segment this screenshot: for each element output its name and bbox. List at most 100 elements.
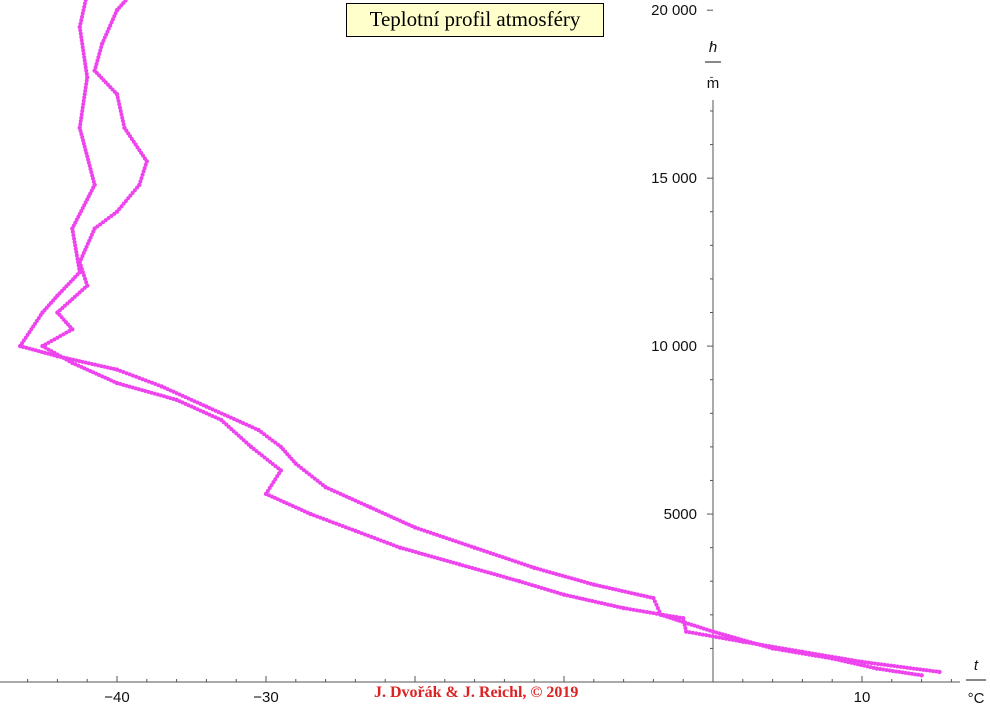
data-point-interp [931,669,936,674]
data-point-interp [884,668,889,673]
data-point-interp [790,649,795,654]
data-point-interp [862,663,867,668]
data-point [77,125,82,130]
data-point-interp [560,573,565,578]
data-point-interp [82,144,87,149]
data-point-interp [494,553,499,558]
data-point-interp [894,669,899,674]
data-point-interp [207,412,212,417]
data-point-interp [86,361,91,366]
data-point-interp [315,478,320,483]
data-point-interp [115,95,120,100]
data-point-interp [554,571,559,576]
x-tick-label: −30 [253,689,278,706]
data-point-interp [353,498,358,503]
data-point-interp [142,166,147,171]
data-point-interp [83,276,88,281]
data-point-interp [84,82,89,87]
data-point-interp [270,461,275,466]
data-point-interp [267,436,272,441]
data-point-interp [629,591,634,596]
data-point-interp [488,550,493,555]
data-point-interp [117,102,122,107]
data-point-interp [865,664,870,669]
data-point-interp [27,346,32,351]
data-point-interp [602,601,607,606]
data-point-interp [36,349,41,354]
data-point-interp [742,638,747,643]
data-point-interp [105,29,110,34]
data-point [651,595,656,601]
data-point-interp [180,400,185,405]
data-point-interp [908,666,913,671]
data-point-interp [816,654,821,659]
data-point-interp [475,546,480,551]
data-point-interp [651,611,656,616]
data-point-interp [118,368,123,373]
data-point-interp [80,45,85,50]
data-point-interp [463,564,468,569]
data-point-interp [195,407,200,412]
data-point-interp [416,526,421,531]
data-point-interp [82,1,87,6]
data-point-interp [94,371,99,376]
data-point-interp [152,391,157,396]
data-point-interp [80,11,85,16]
data-point-interp [648,610,653,615]
data-point-interp [654,611,659,616]
data-point-interp [87,163,92,168]
data-point-interp [863,660,868,665]
data-point-interp [866,660,871,665]
data-point-interp [84,151,89,156]
data-point-interp [143,378,148,383]
data-point-interp [580,596,585,601]
data-point-interp [374,508,379,513]
data-point-interp [723,633,728,638]
data-point-interp [655,606,660,611]
data-point-interp [216,416,221,421]
data-point-interp [132,188,137,193]
data-point-interp [89,232,94,237]
data-point-interp [407,522,412,527]
data-point-interp [356,499,361,504]
data-point-interp [121,201,126,206]
data-point-interp [842,659,847,664]
data-point-interp [579,579,584,584]
data-point-interp [720,632,725,637]
data-point-interp [707,633,712,638]
data-point-interp [140,377,145,382]
data-point-interp [102,35,107,40]
data-point-interp [103,218,108,223]
data-point [55,353,60,359]
data-point-interp [736,636,741,641]
data-point-interp [677,615,682,620]
data-point-interp [77,266,82,271]
data-point-interp [416,550,421,555]
data-point-interp [287,502,292,507]
data-point-interp [67,357,72,362]
data-point [710,629,716,634]
credit-text: J. Dvořák & J. Reichl, © 2019 [374,684,579,701]
data-point-interp [72,236,77,241]
data-point-interp [638,593,643,598]
data-point [397,545,403,550]
data-point-interp [192,399,197,404]
data-point-interp [810,653,815,658]
data-point-interp [102,364,107,369]
data-point-interp [668,615,673,620]
data-point-interp [250,425,255,430]
data-point-interp [97,372,102,377]
data-point-interp [585,580,590,585]
data-point-interp [404,521,409,526]
data-point-interp [108,366,113,371]
data-point-interp [526,582,531,587]
data-point-interp [89,361,94,366]
data-point [137,182,142,188]
data-point-interp [428,530,433,535]
data-point-interp [189,404,194,409]
data-point-interp [79,18,84,23]
data-point-interp [657,609,662,614]
data-point-interp [849,660,854,665]
y-tick-label: 20 000 [651,2,697,19]
